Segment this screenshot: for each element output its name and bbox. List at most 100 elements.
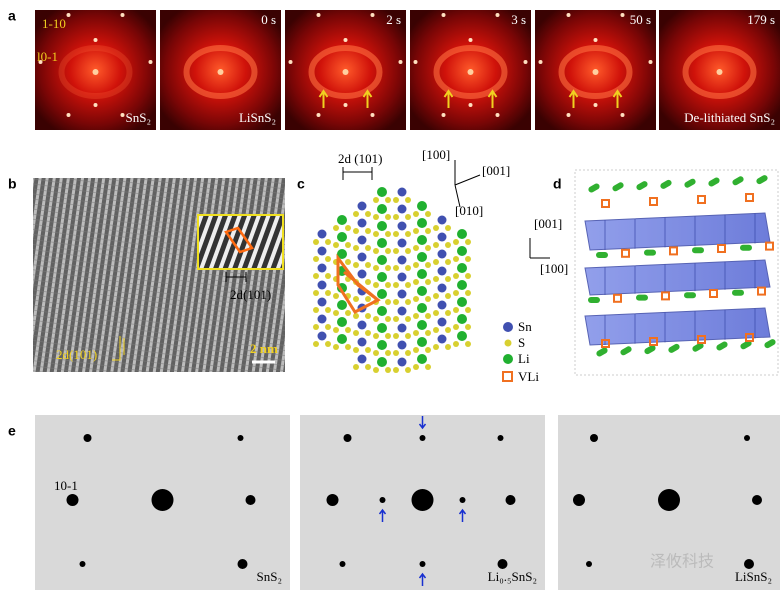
atom-s: [385, 316, 391, 322]
atom-sn: [397, 204, 407, 214]
atom-li: [377, 272, 387, 282]
atom-s: [325, 256, 331, 262]
atom-li: [417, 201, 427, 211]
atom-s: [393, 299, 399, 305]
atom-s: [445, 276, 451, 282]
fft-spot: [495, 113, 500, 117]
atom-s: [393, 231, 399, 237]
li-atom: [764, 339, 776, 349]
panel-a: a SnS₂ 0 s LiSnS₂ 2 s 3 s 50 s 179 s De-lithiat…: [8, 8, 780, 130]
atom-s: [373, 333, 379, 339]
atom-s: [385, 214, 391, 220]
atom-sn: [357, 235, 367, 245]
li-vacancy: [649, 197, 658, 206]
atom-li: [337, 232, 347, 242]
caption: De-lithiated SnS₂: [684, 110, 775, 125]
atom-sn: [357, 269, 367, 279]
atom-s: [325, 273, 331, 279]
scale-bar-label: 2 nm: [250, 341, 278, 356]
atom-li: [377, 187, 387, 197]
li-atom: [732, 176, 744, 186]
li-atom: [596, 252, 608, 258]
fft-center: [217, 69, 224, 75]
atom-s: [413, 211, 419, 217]
atom-s: [405, 214, 411, 220]
atom-s: [373, 197, 379, 203]
atom-s: [325, 307, 331, 313]
fft-spot: [566, 13, 571, 17]
atom-s: [425, 262, 431, 268]
crystal: [313, 187, 471, 373]
atom-s: [393, 282, 399, 288]
fft-spot: [620, 113, 625, 117]
atom-s: [365, 279, 371, 285]
fft-center: [467, 69, 474, 75]
fft-spot: [288, 60, 293, 64]
li-vacancy: [745, 333, 754, 342]
atom-s: [385, 367, 391, 373]
cell-box: [574, 169, 779, 376]
li-atom: [756, 175, 768, 185]
sns2-layer: [584, 259, 771, 296]
atom-s: [365, 313, 371, 319]
sns2-layer: [584, 307, 771, 346]
axis-label: [010]: [455, 203, 483, 218]
atom-sn: [357, 354, 367, 364]
atom-s: [373, 248, 379, 254]
legend-marker: [503, 354, 513, 364]
atom-s: [465, 239, 471, 245]
atom-li: [377, 238, 387, 248]
atom-li: [337, 334, 347, 344]
li-vacancy: [709, 289, 718, 298]
pattern-label: LiSnS₂: [735, 569, 772, 584]
hrtem-shade: [33, 178, 285, 372]
li-vacancy: [697, 335, 706, 344]
li-vacancy: [669, 246, 678, 256]
atom-s: [365, 245, 371, 251]
atom-s: [425, 347, 431, 353]
atom-s: [405, 282, 411, 288]
atom-s: [373, 282, 379, 288]
fft-spot: [66, 113, 71, 117]
atom-s: [445, 259, 451, 265]
spot: [752, 495, 762, 505]
atom-li: [377, 357, 387, 367]
atom-li: [417, 286, 427, 296]
atom-s: [465, 256, 471, 262]
spot: [590, 434, 598, 442]
spot: [83, 434, 92, 442]
spot: [343, 434, 352, 442]
atom-s: [365, 364, 371, 370]
central-spot: [151, 489, 174, 511]
sns2-layer: [584, 212, 771, 251]
atom-sn: [437, 249, 447, 259]
atom-s: [353, 313, 359, 319]
time-label: 50 s: [630, 12, 651, 27]
atom-s: [405, 231, 411, 237]
panel-b: b 2d(101) 2d(101) 2 nm: [8, 176, 285, 372]
time-label: 179 s: [747, 12, 775, 27]
atom-s: [393, 333, 399, 339]
atom-s: [385, 333, 391, 339]
spacing-marker: [112, 336, 125, 361]
li-vacancy: [757, 286, 766, 296]
fft-center: [716, 69, 723, 75]
atom-sn: [357, 201, 367, 211]
superlattice-spot: [419, 561, 426, 567]
atom-sn: [437, 215, 447, 225]
li-atom: [644, 249, 656, 256]
legend-label: Li: [518, 351, 530, 366]
fft-spot: [441, 113, 446, 117]
fft-spot: [66, 13, 71, 17]
atom-sn: [437, 334, 447, 344]
atom-li: [337, 215, 347, 225]
legend-marker: [504, 339, 512, 347]
li-vacancy: [717, 244, 726, 253]
atom-s: [353, 347, 359, 353]
atom-s: [465, 307, 471, 313]
caption: LiSnS₂: [239, 110, 276, 125]
atom-s: [465, 290, 471, 296]
atom-sn: [317, 263, 327, 273]
atom-s: [345, 327, 351, 333]
atom-li: [417, 337, 427, 347]
